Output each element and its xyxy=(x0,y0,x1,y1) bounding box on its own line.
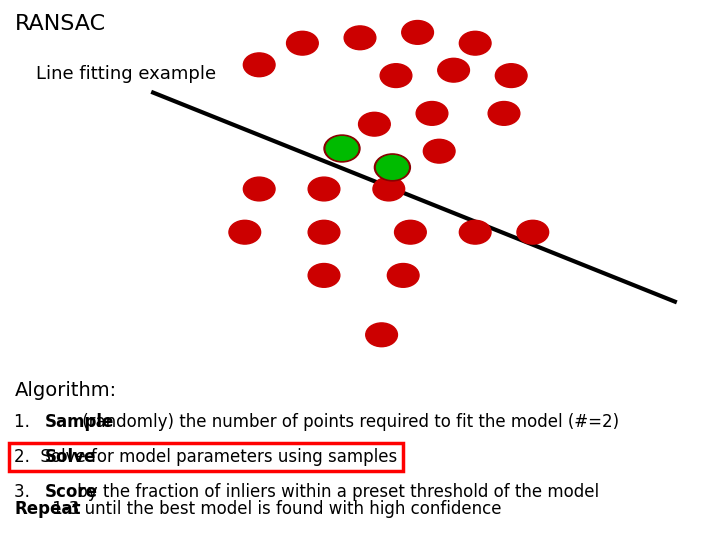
Circle shape xyxy=(324,135,360,162)
Circle shape xyxy=(243,177,275,201)
Circle shape xyxy=(359,112,390,136)
Circle shape xyxy=(495,64,527,87)
Text: Line fitting example: Line fitting example xyxy=(36,65,216,83)
Text: Repeat: Repeat xyxy=(14,500,81,517)
Circle shape xyxy=(459,31,491,55)
Circle shape xyxy=(377,156,408,179)
Text: 1-3 until the best model is found with high confidence: 1-3 until the best model is found with h… xyxy=(47,500,501,517)
Text: Algorithm:: Algorithm: xyxy=(14,381,117,400)
Circle shape xyxy=(308,220,340,244)
Circle shape xyxy=(373,177,405,201)
Text: by the fraction of inliers within a preset threshold of the model: by the fraction of inliers within a pres… xyxy=(72,483,599,501)
Circle shape xyxy=(308,177,340,201)
Text: 1.: 1. xyxy=(14,413,41,431)
Circle shape xyxy=(488,102,520,125)
Text: RANSAC: RANSAC xyxy=(14,14,106,33)
Circle shape xyxy=(416,102,448,125)
Circle shape xyxy=(395,220,426,244)
Text: Solve: Solve xyxy=(45,448,96,466)
Circle shape xyxy=(459,220,491,244)
Circle shape xyxy=(517,220,549,244)
Circle shape xyxy=(387,264,419,287)
Circle shape xyxy=(229,220,261,244)
Circle shape xyxy=(243,53,275,77)
Circle shape xyxy=(326,137,358,160)
Circle shape xyxy=(402,21,433,44)
Text: Sample: Sample xyxy=(45,413,114,431)
Circle shape xyxy=(438,58,469,82)
Text: 2.  Solve for model parameters using samples: 2. Solve for model parameters using samp… xyxy=(14,448,397,466)
Circle shape xyxy=(380,64,412,87)
Circle shape xyxy=(366,323,397,347)
Text: Score: Score xyxy=(45,483,98,501)
Text: 3.: 3. xyxy=(14,483,41,501)
Text: (randomly) the number of points required to fit the model (#=2): (randomly) the number of points required… xyxy=(77,413,619,431)
Circle shape xyxy=(423,139,455,163)
Circle shape xyxy=(344,26,376,50)
Circle shape xyxy=(287,31,318,55)
Circle shape xyxy=(374,154,410,181)
Circle shape xyxy=(308,264,340,287)
